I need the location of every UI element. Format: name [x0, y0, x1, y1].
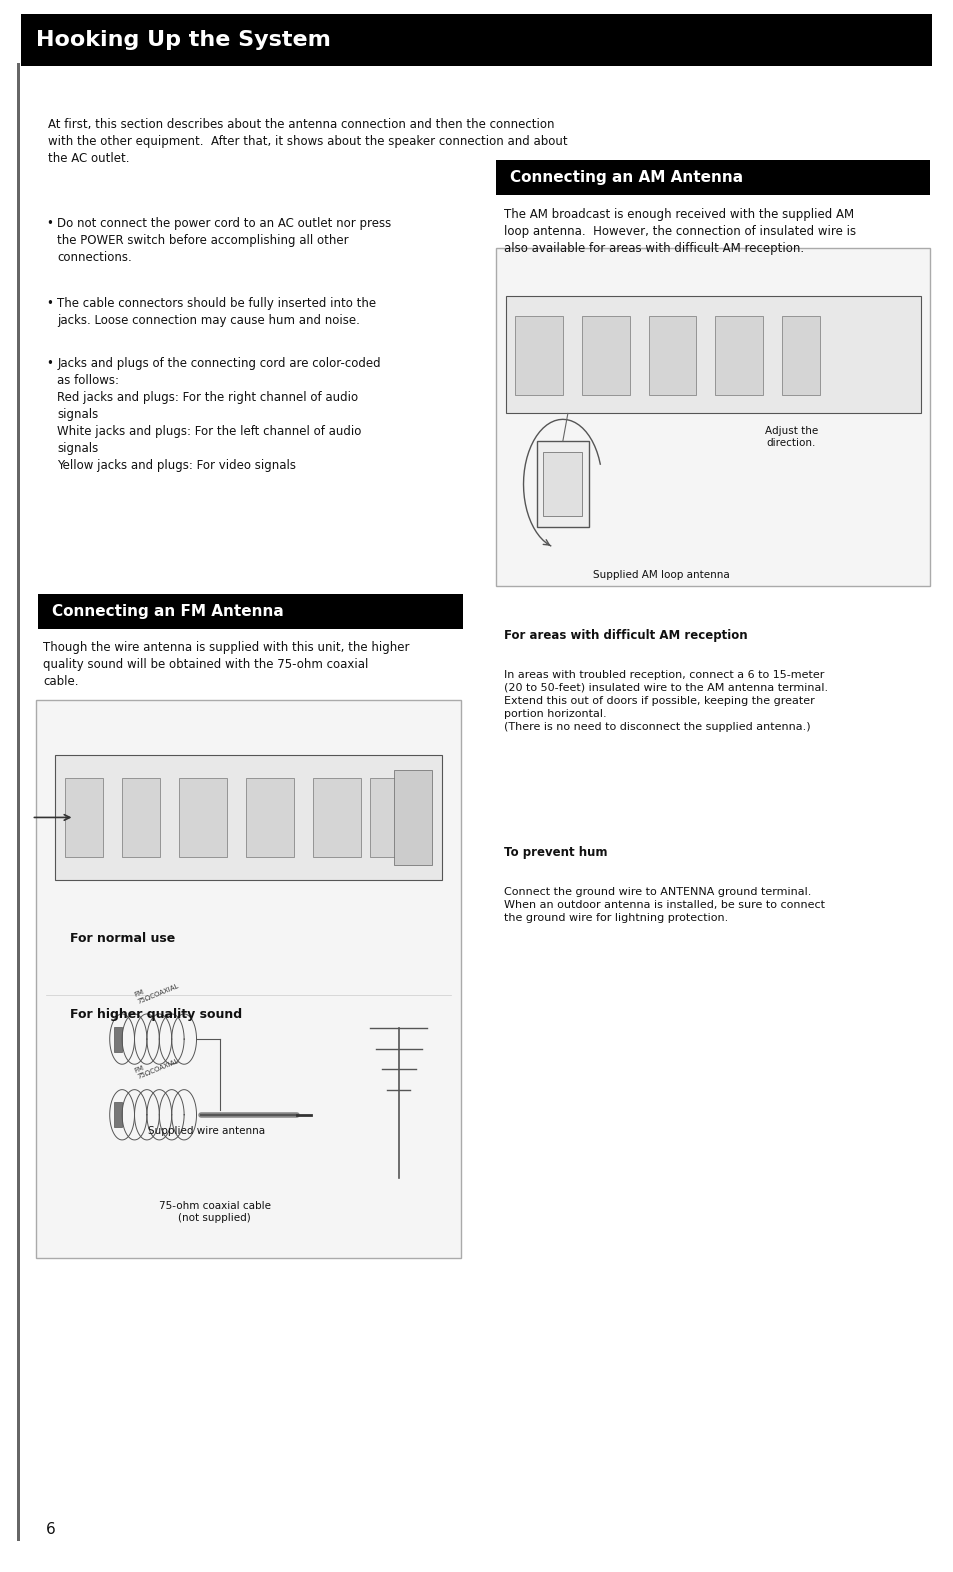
Text: •: •: [46, 357, 52, 369]
Text: Connecting an FM Antenna: Connecting an FM Antenna: [52, 604, 284, 619]
Bar: [515, 316, 562, 395]
Bar: [581, 316, 629, 395]
Text: Adjust the
direction.: Adjust the direction.: [763, 426, 817, 448]
Text: •: •: [46, 217, 52, 230]
Bar: [505, 296, 920, 413]
Text: For normal use: For normal use: [70, 932, 174, 945]
Text: For higher quality sound: For higher quality sound: [70, 1008, 241, 1020]
Text: In areas with troubled reception, connect a 6 to 15-meter
(20 to 50-feet) insula: In areas with troubled reception, connec…: [503, 670, 827, 733]
Text: Jacks and plugs of the connecting cord are color-coded
as follows:
Red jacks and: Jacks and plugs of the connecting cord a…: [57, 357, 380, 472]
Bar: [496, 160, 929, 195]
Bar: [536, 440, 589, 527]
Text: •: •: [46, 297, 52, 310]
Bar: [179, 778, 227, 857]
Bar: [38, 594, 462, 629]
Bar: [122, 778, 160, 857]
Bar: [36, 700, 460, 1258]
Text: To prevent hum: To prevent hum: [503, 846, 606, 858]
Text: Supplied wire antenna: Supplied wire antenna: [148, 1126, 264, 1135]
Text: Do not connect the power cord to an AC outlet nor press
the POWER switch before : Do not connect the power cord to an AC o…: [57, 217, 391, 264]
Text: Connecting an AM Antenna: Connecting an AM Antenna: [510, 170, 742, 185]
Text: Supplied AM loop antenna: Supplied AM loop antenna: [592, 571, 729, 580]
Bar: [394, 770, 432, 865]
Bar: [496, 248, 929, 586]
Bar: [114, 1102, 122, 1127]
Text: Hooking Up the System: Hooking Up the System: [36, 30, 331, 50]
Bar: [648, 316, 696, 395]
Bar: [543, 453, 581, 516]
Bar: [21, 14, 931, 66]
Text: For areas with difficult AM reception: For areas with difficult AM reception: [503, 629, 746, 641]
Text: At first, this section describes about the antenna connection and then the conne: At first, this section describes about t…: [48, 118, 567, 165]
Bar: [781, 316, 820, 395]
Text: FM
75ΩCOAXIAL: FM 75ΩCOAXIAL: [133, 976, 179, 1005]
Text: The AM broadcast is enough received with the supplied AM
loop antenna.  However,: The AM broadcast is enough received with…: [503, 208, 855, 255]
Bar: [715, 316, 762, 395]
Bar: [65, 778, 103, 857]
Bar: [17, 63, 20, 1541]
Text: 6: 6: [46, 1522, 55, 1537]
Bar: [246, 778, 294, 857]
Bar: [313, 778, 360, 857]
Bar: [370, 778, 398, 857]
Bar: [114, 1027, 122, 1052]
Text: Connect the ground wire to ANTENNA ground terminal.
When an outdoor antenna is i: Connect the ground wire to ANTENNA groun…: [503, 887, 823, 923]
Text: The cable connectors should be fully inserted into the
jacks. Loose connection m: The cable connectors should be fully ins…: [57, 297, 376, 327]
Text: Though the wire antenna is supplied with this unit, the higher
quality sound wil: Though the wire antenna is supplied with…: [43, 641, 409, 689]
Text: FM
75ΩCOAXIAL: FM 75ΩCOAXIAL: [133, 1052, 179, 1080]
Text: 75-ohm coaxial cable
(not supplied): 75-ohm coaxial cable (not supplied): [158, 1201, 271, 1223]
Bar: [55, 755, 441, 880]
